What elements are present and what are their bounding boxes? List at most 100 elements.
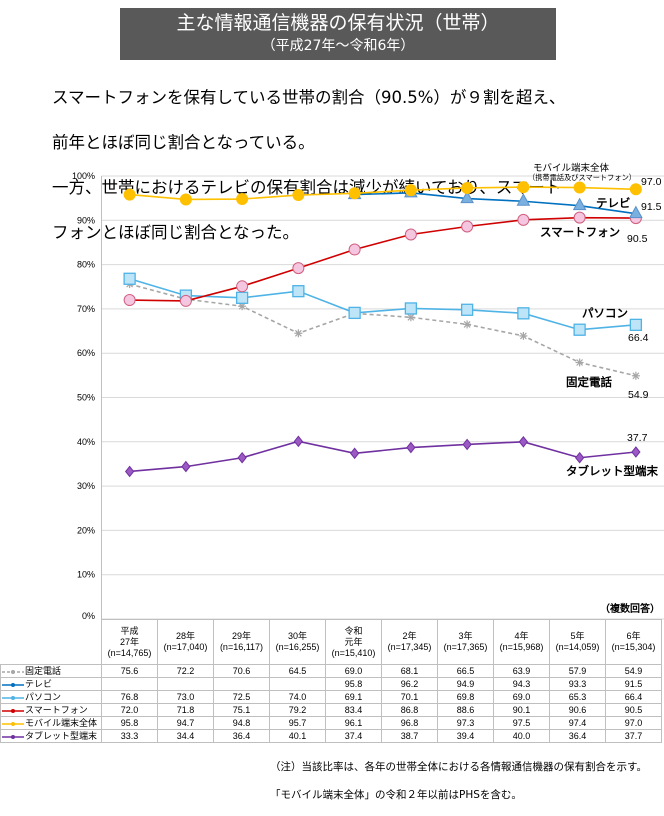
- value-cell: 40.1: [269, 729, 326, 743]
- value-cell: 33.3: [101, 729, 158, 743]
- value-cell: 57.9: [549, 664, 606, 678]
- series-line: [129, 186, 636, 201]
- value-cell: 91.5: [605, 677, 662, 691]
- value-cell: 97.0: [605, 716, 662, 730]
- legend-label: テレビ: [25, 679, 53, 689]
- marker-diamond: [406, 441, 416, 454]
- y-tick-label: 100%: [72, 171, 95, 181]
- marker-dot: [517, 181, 530, 194]
- category-line: (n=15,968): [499, 642, 544, 652]
- series-sublabel: （携帯電話及びスマートフォン）: [528, 172, 636, 182]
- value-cell: 90.1: [493, 703, 550, 717]
- y-tick-label: 90%: [77, 215, 95, 225]
- value-cell: 54.9: [605, 664, 662, 678]
- category-line: (n=17,345): [387, 642, 432, 652]
- marker-circle: [517, 213, 530, 226]
- value-cell: 96.1: [325, 716, 382, 730]
- marker-diamond: [237, 451, 247, 464]
- y-tick-label: 30%: [77, 481, 95, 491]
- value-cell: 37.7: [605, 729, 662, 743]
- category-line: 6年: [626, 631, 641, 641]
- marker-circle: [236, 280, 249, 293]
- end-value-label: 91.5: [641, 201, 662, 213]
- category-line: 2年: [402, 631, 417, 641]
- category-line: 5年: [570, 631, 585, 641]
- value-cell: 65.3: [549, 690, 606, 704]
- x-category-label: 令和 元年 (n=15,410): [325, 619, 382, 665]
- value-cell: 97.3: [437, 716, 494, 730]
- legend-cell: テレビ: [0, 677, 102, 691]
- marker-asterisk: [294, 329, 302, 337]
- value-cell: [213, 677, 270, 691]
- marker-dot: [573, 181, 586, 194]
- marker-circle: [461, 220, 474, 233]
- value-cell: 40.0: [493, 729, 550, 743]
- end-value-label: 37.7: [627, 432, 648, 444]
- value-cell: 71.8: [157, 703, 214, 717]
- x-category-label: 28年 (n=17,040): [157, 619, 214, 665]
- marker-square: [348, 306, 361, 320]
- category-line: (n=15,410): [331, 647, 376, 658]
- value-cell: 69.1: [325, 690, 382, 704]
- series-line: [129, 283, 637, 377]
- series-label: テレビ: [596, 196, 631, 210]
- marker-diamond: [631, 446, 641, 458]
- value-cell: 34.4: [157, 729, 214, 743]
- table-row: タブレット型端末 33.3 34.4 36.4 40.1 37.4 38.7 39.4 40.0…: [0, 729, 662, 743]
- end-value-label: 90.5: [627, 233, 648, 245]
- value-cell: 74.0: [269, 690, 326, 704]
- line-chart: 0% 10% 20% 30% 40% 50% 60% 70% 80% 90% 100% （複数回答） 固…: [72, 162, 664, 620]
- marker-square: [235, 291, 249, 304]
- category-line: 4年: [514, 631, 529, 641]
- series-label: モバイル端末全体: [533, 162, 610, 174]
- value-cell: 72.0: [101, 703, 158, 717]
- marker-asterisk: [238, 302, 246, 310]
- value-cell: 72.5: [213, 690, 270, 704]
- notes: （注）当該比率は、各年の世帯全体における各情報通信機器の保有割合を示す。 「モバ…: [270, 746, 647, 816]
- marker-circle: [179, 294, 192, 307]
- category-line: 29年: [231, 631, 251, 641]
- marker-dot: [292, 189, 305, 202]
- value-cell: 38.7: [381, 729, 438, 743]
- marker-asterisk: [632, 372, 640, 380]
- category-line: 令和: [344, 625, 363, 636]
- value-cell: 96.2: [381, 677, 438, 691]
- x-category-label: 6年 (n=15,304): [605, 619, 662, 665]
- value-cell: 66.4: [605, 690, 662, 704]
- value-cell: 94.3: [493, 677, 550, 691]
- lead-line: 前年とほぼ同じ割合となっている。: [52, 132, 315, 152]
- value-cell: 94.7: [157, 716, 214, 730]
- marker-circle: [292, 262, 305, 275]
- value-cell: 70.1: [381, 690, 438, 704]
- table-row: モバイル端末全体 95.8 94.7 94.8 95.7 96.1 96.8 97.3 97.5…: [0, 716, 662, 730]
- marker-square: [404, 302, 418, 315]
- y-tick-label: 20%: [77, 525, 95, 535]
- value-cell: 36.4: [549, 729, 606, 743]
- value-cell: 75.6: [101, 664, 158, 678]
- value-cell: 88.6: [437, 703, 494, 717]
- x-category-label: 4年 (n=15,968): [493, 619, 550, 665]
- value-cell: 37.4: [325, 729, 382, 743]
- multiple-answer-note: （複数回答）: [600, 602, 660, 615]
- legend-label: モバイル端末全体: [25, 718, 98, 728]
- value-cell: 66.5: [437, 664, 494, 678]
- category-line: 元年: [344, 636, 363, 647]
- series-line: [129, 440, 636, 473]
- table-header-row: 平成 27年 (n=14,765) 28年 (n=17,040) 29年 (n=16,117…: [1, 619, 662, 665]
- legend-label: 固定電話: [25, 666, 62, 676]
- legend-swatch-icon: [2, 734, 24, 739]
- value-cell: [101, 677, 158, 691]
- value-cell: 72.2: [157, 664, 214, 678]
- marker-dot: [348, 187, 361, 200]
- marker-triangle: [572, 197, 587, 211]
- table-row: テレビ 95.8 96.2 94.9 94.3 93.3 91.5: [0, 677, 662, 691]
- x-category-label: 30年 (n=16,255): [269, 619, 326, 665]
- marker-dot: [123, 188, 136, 201]
- legend-label: スマートフォン: [25, 705, 88, 715]
- table-row: 固定電話 75.6 72.2 70.6 64.5 69.0 68.1 66.5 63.9 57.9…: [0, 664, 662, 678]
- value-cell: 90.6: [549, 703, 606, 717]
- marker-diamond: [462, 438, 472, 451]
- value-cell: 75.1: [213, 703, 270, 717]
- marker-square: [629, 318, 643, 331]
- category-line: (n=16,255): [275, 642, 320, 652]
